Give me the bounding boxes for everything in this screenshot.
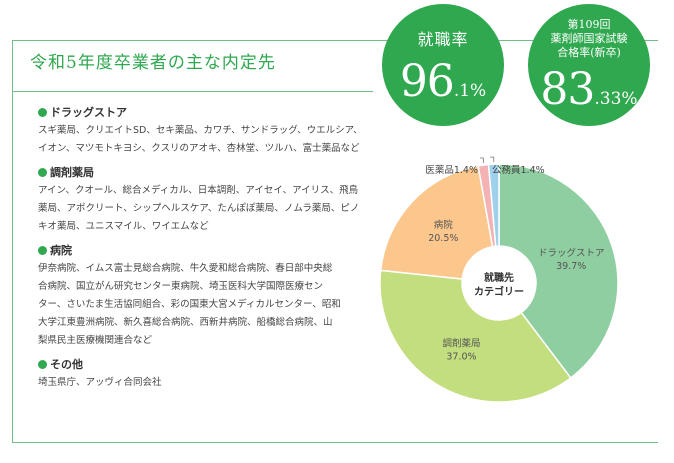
exam-rate-dec: .33% (594, 89, 638, 109)
section-hospital: 病院 伊奈病院、イムス富士見総合病院、牛久愛和総合病院、春日部中央総 合病院、国… (38, 242, 368, 350)
exam-line3: 合格率(新卒) (557, 46, 621, 59)
pie-chart-svg: ドラッグストア 39.7% 調剤薬局 37.0% 病院 20.5% 医薬品1.4% 公務員1.… (379, 156, 619, 403)
section-drugstore: ドラッグストア スギ薬局、クリエイトSD、セキ薬品、カワチ、サンドラッグ、ウエル… (38, 104, 368, 158)
leader-line (480, 157, 484, 164)
section-pharmacy: 調剤薬局 アイン、クオール、総合メディカル、日本調剤、アイセイ、アイリス、飛鳥 … (38, 164, 368, 236)
slice-category-label: ドラッグストア (538, 247, 605, 259)
section-line: 合病院、国立がん研究センター東病院、埼玉医科大学国際医療セン (38, 281, 324, 292)
slice-value-label: 20.5% (428, 233, 458, 244)
section-line: 梨県民主医療機関連合など (38, 335, 153, 346)
exam-pass-rate-badge: 第109回 薬剤師国家試験 合格率(新卒) 83.33% (528, 4, 650, 126)
section-body: スギ薬局、クリエイトSD、セキ薬品、カワチ、サンドラッグ、ウエルシア、 イオン、… (38, 122, 368, 158)
section-line: アイン、クオール、総合メディカル、日本調剤、アイセイ、アイリス、飛鳥 (38, 185, 359, 196)
slice-value-label: 39.7% (556, 261, 586, 272)
section-other: その他 埼玉県庁、アッヴィ合同会社 (38, 356, 368, 392)
outside-slice-label: 公務員1.4% (492, 164, 545, 176)
pie-slice-2 (379, 164, 494, 280)
bullet-dot-icon (38, 359, 47, 369)
section-body: アイン、クオール、総合メディカル、日本調剤、アイセイ、アイリス、飛鳥 薬局、アポ… (38, 182, 368, 236)
leader-line (490, 156, 495, 163)
pie-slice-4 (487, 163, 500, 247)
section-line: キオ薬局、ユニスマイル、ワイエムなど (38, 221, 209, 232)
section-heading-text: 病院 (50, 244, 72, 257)
bullet-dot-icon (38, 245, 47, 255)
outside-slice-label: 医薬品1.4% (425, 164, 478, 176)
section-body: 埼玉県庁、アッヴィ合同会社 (38, 374, 368, 392)
section-body: 伊奈病院、イムス富士見総合病院、牛久愛和総合病院、春日部中央総 合病院、国立がん… (38, 260, 368, 350)
section-line: 薬局、アポクリート、シップヘルスケア、たんぽぽ薬局、ノムラ薬局、ピノ (38, 203, 360, 214)
slice-category-label: 病院 (434, 219, 454, 231)
header-divider (13, 91, 373, 93)
bullet-dot-icon (38, 167, 47, 177)
section-heading: 病院 (38, 242, 368, 258)
section-heading: その他 (38, 356, 368, 372)
section-line: 大学江東豊洲病院、新久喜総合病院、西新井病院、船橋総合病院、山 (38, 317, 333, 328)
slice-category-label: 調剤薬局 (442, 337, 480, 349)
section-line: ター、さいたま生活協同組合、彩の国東大宮メディカルセンター、昭和 (38, 299, 341, 310)
employment-rate-label: 就職率 (417, 30, 469, 49)
section-heading: 調剤薬局 (38, 164, 368, 180)
employer-list: ドラッグストア スギ薬局、クリエイトSD、セキ薬品、カワチ、サンドラッグ、ウエル… (38, 104, 368, 398)
exam-line2: 薬剤師国家試験 (550, 32, 628, 45)
section-line: 伊奈病院、イムス富士見総合病院、牛久愛和総合病院、春日部中央総 (38, 263, 333, 274)
employment-rate-dec: .1% (453, 81, 487, 101)
exam-rate-int: 83 (540, 64, 595, 115)
page-title: 令和5年度卒業者の主な内定先 (30, 53, 276, 73)
section-line: 埼玉県庁、アッヴィ合同会社 (38, 377, 162, 388)
section-heading-text: その他 (50, 358, 83, 371)
section-heading-text: ドラッグストア (50, 106, 127, 119)
employment-rate-value: 96.1% (382, 60, 504, 113)
pie-center-label: カテゴリー (474, 285, 524, 298)
pie-center-label: 就職先 (484, 271, 514, 284)
pie-slice-1 (379, 269, 572, 403)
exam-line1: 第109回 (567, 18, 611, 31)
employment-category-pie-chart: ドラッグストア 39.7% 調剤薬局 37.0% 病院 20.5% 医薬品1.4% 公務員1.… (362, 150, 632, 450)
section-line: スギ薬局、クリエイトSD、セキ薬品、カワチ、サンドラッグ、ウエルシア、 (38, 125, 363, 136)
section-heading-text: 調剤薬局 (50, 166, 94, 179)
section-heading: ドラッグストア (38, 104, 368, 120)
section-line: イオン、マツモトキヨシ、クスリのアオキ、杏林堂、ツルハ、富士薬品など (38, 143, 360, 154)
bullet-dot-icon (38, 107, 47, 117)
pie-slice-0 (498, 163, 619, 379)
employment-rate-badge: 就職率 96.1% (382, 4, 504, 126)
exam-pass-rate-value: 83.33% (528, 68, 650, 121)
employment-rate-int: 96 (399, 56, 455, 107)
slice-value-label: 37.0% (446, 351, 476, 362)
content-panel (12, 40, 658, 443)
